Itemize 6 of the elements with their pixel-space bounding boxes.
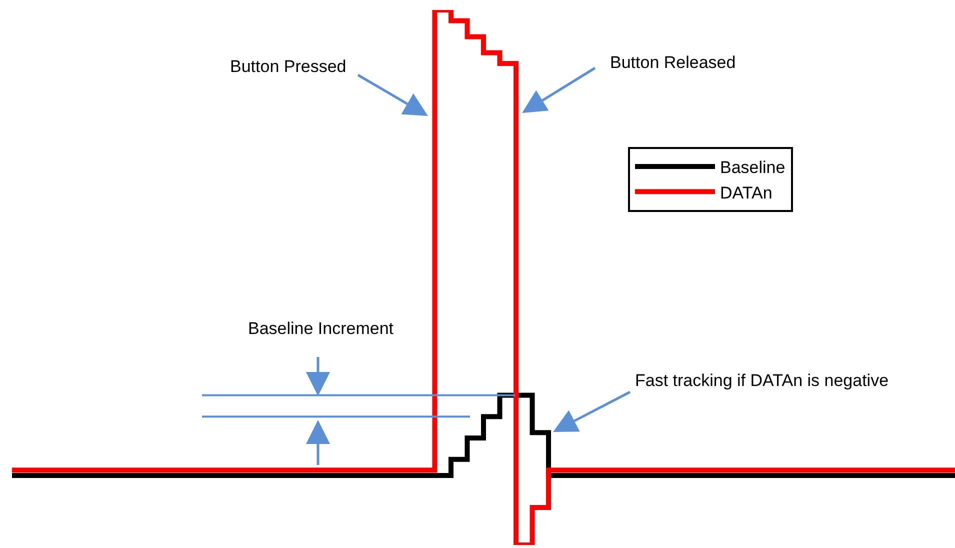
annotation: Button Released: [610, 53, 736, 72]
legend-label: Baseline: [720, 158, 786, 178]
annotation: Button Pressed: [230, 57, 346, 76]
annotation: Fast tracking if DATAn is negative: [635, 371, 889, 390]
annotation: Baseline Increment: [248, 319, 394, 338]
legend-label: DATAn: [720, 183, 772, 202]
